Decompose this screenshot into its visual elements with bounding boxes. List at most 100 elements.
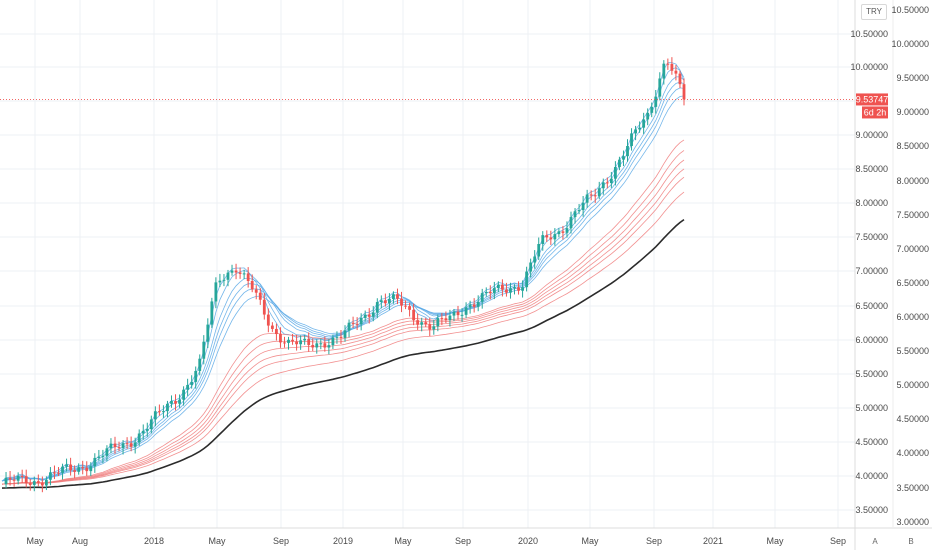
price-tick-right: 6.00000 (896, 312, 929, 322)
candle-up (541, 235, 545, 244)
log-scale-button[interactable]: B (908, 537, 914, 546)
candle-up (436, 318, 440, 327)
candle-up (61, 466, 64, 473)
price-tick-right: 9.50000 (896, 73, 929, 83)
candle-up (133, 442, 137, 447)
candle-up (137, 433, 141, 443)
candle-down (24, 476, 28, 484)
candle-up (218, 280, 222, 283)
time-tick: May (394, 536, 412, 546)
candle-down (8, 477, 12, 480)
fast-ma-line (1, 95, 685, 482)
candle-up (299, 340, 303, 345)
candle-down (258, 292, 262, 300)
currency-badge[interactable]: TRY (861, 4, 887, 20)
time-tick: Sep (646, 536, 662, 546)
candle-up (230, 270, 234, 273)
candle-up (105, 448, 109, 456)
candle-down (266, 314, 270, 326)
last-price-label: 9.53747 (856, 94, 889, 104)
candle-down (367, 314, 371, 317)
candle-up (565, 228, 569, 233)
price-tick-right: 4.00000 (896, 448, 929, 458)
price-tick-right: 10.00000 (891, 39, 929, 49)
candle-down (517, 287, 520, 291)
candle-down (20, 475, 24, 477)
candle-up (646, 112, 650, 120)
time-tick: May (26, 536, 44, 546)
candle-down (355, 323, 359, 325)
candle-up (182, 389, 186, 400)
candle-up (573, 211, 577, 218)
time-tick: 2019 (333, 536, 353, 546)
candle-up (162, 411, 165, 413)
candle-up (513, 287, 516, 289)
candle-up (363, 314, 367, 318)
time-tick: Sep (830, 536, 846, 546)
candle-up (166, 403, 169, 412)
slow-ma-line (1, 168, 685, 485)
candle-up (557, 231, 561, 235)
candle-up (371, 312, 375, 317)
candle-up (170, 401, 173, 404)
candle-up (149, 419, 153, 430)
candle-down (323, 343, 327, 348)
candle-up (153, 411, 157, 420)
price-tick-right: 8.50000 (896, 141, 929, 151)
candle-down (396, 294, 399, 299)
fast-ma-line (1, 81, 685, 482)
fast-ma-line (1, 87, 685, 482)
candle-up (448, 315, 452, 321)
candle-up (585, 194, 589, 203)
candle-up (613, 167, 617, 179)
candle-up (630, 133, 633, 146)
candle-up (214, 282, 218, 302)
candle-up (287, 339, 290, 343)
candle-up (601, 182, 605, 189)
candle-up (609, 178, 613, 184)
candle-up (658, 78, 662, 97)
candle-down (125, 443, 129, 445)
price-tick-right: 9.00000 (896, 107, 929, 117)
candle-up (202, 341, 206, 359)
candle-down (73, 470, 77, 472)
candle-down (408, 306, 411, 310)
candle-up (379, 300, 383, 303)
candle-down (246, 273, 250, 281)
candle-down (69, 464, 73, 471)
candle-up (464, 307, 468, 315)
candle-down (339, 336, 343, 338)
time-tick: May (208, 536, 226, 546)
price-tick-left: 6.00000 (855, 335, 888, 345)
candle-up (476, 301, 480, 307)
candle-up (634, 129, 637, 134)
candle-up (533, 256, 537, 263)
candle-down (311, 344, 315, 348)
candle-down (444, 318, 448, 321)
price-tick-left: 10.00000 (850, 62, 888, 72)
candle-down (383, 300, 387, 304)
price-tick-right: 5.50000 (896, 346, 929, 356)
candle-up (145, 429, 149, 431)
candle-up (206, 324, 210, 342)
candle-down (81, 467, 85, 469)
candle-down (295, 341, 298, 345)
candle-up (581, 202, 585, 211)
candle-up (32, 481, 36, 485)
candle-down (472, 304, 476, 307)
candle-down (157, 411, 161, 413)
candle-up (460, 314, 464, 316)
candle-down (250, 280, 254, 290)
candle-down (174, 401, 177, 404)
candle-down (424, 322, 428, 325)
candle-up (638, 127, 642, 130)
candle-down (351, 322, 355, 324)
candle-down (234, 270, 238, 273)
base-ma-line (1, 218, 685, 489)
candle-down (270, 325, 274, 329)
candle-up (492, 288, 496, 294)
auto-scale-button[interactable]: A (872, 537, 878, 546)
price-tick-right: 6.50000 (896, 278, 929, 288)
